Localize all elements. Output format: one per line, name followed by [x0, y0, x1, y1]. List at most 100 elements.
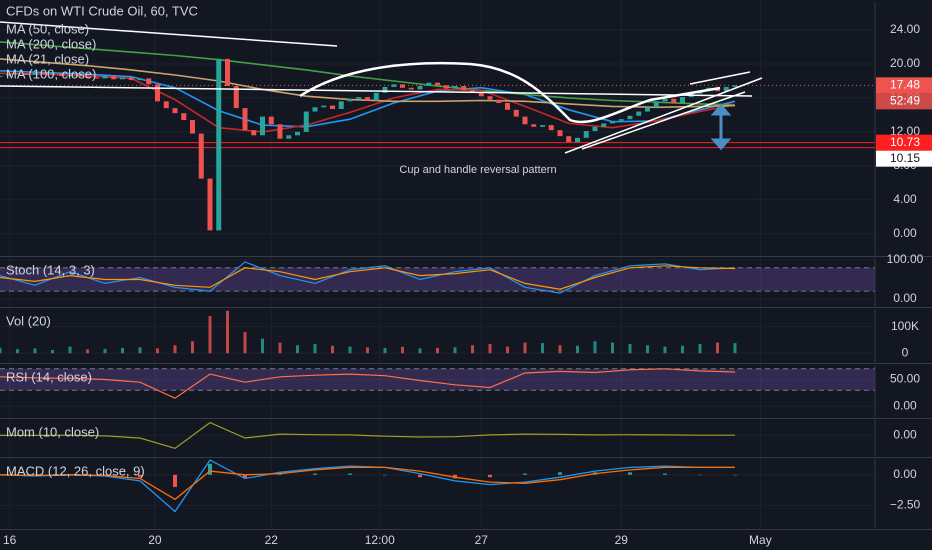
histogram-bar — [733, 474, 737, 476]
pane-title: MACD (12, 26, close, 9) — [6, 463, 145, 478]
y-tick-label: 0.00 — [893, 291, 917, 305]
volume-bar — [51, 349, 54, 354]
candle — [645, 107, 650, 112]
candle — [6, 74, 12, 76]
candle — [303, 111, 309, 132]
y-tick-label: 12.00 — [890, 124, 920, 138]
candle — [732, 85, 738, 87]
candle — [618, 119, 624, 121]
y-tick-label: 100.00 — [887, 252, 924, 266]
legend-entry: MA (50, close) — [6, 21, 89, 36]
candle — [181, 113, 187, 121]
cup-arc — [299, 61, 721, 124]
histogram-bar — [488, 474, 492, 478]
legend-entry: MA (100, close) — [6, 66, 96, 81]
y-tick-label: 0.00 — [893, 428, 917, 442]
band-fill — [0, 368, 875, 391]
arrow-head — [710, 138, 732, 151]
channel-line — [581, 91, 746, 150]
drawings — [0, 21, 763, 154]
candle — [627, 115, 633, 120]
candle — [540, 125, 545, 127]
candle — [111, 75, 117, 80]
candle — [522, 116, 528, 125]
candle — [198, 133, 204, 179]
candle — [23, 73, 29, 76]
volume-bar — [383, 347, 387, 354]
volume-bar — [156, 348, 159, 354]
countdown: 52:49 — [890, 94, 920, 108]
target-arrow — [710, 103, 732, 151]
candle — [680, 97, 685, 104]
candle — [312, 107, 318, 112]
candle — [172, 108, 178, 114]
volume-bar — [541, 343, 544, 354]
candle — [76, 75, 82, 77]
x-tick-label: 12:00 — [365, 533, 395, 547]
volume-bar — [488, 343, 492, 354]
candle — [330, 105, 335, 109]
y-tick-label: −2.50 — [890, 498, 921, 512]
candle — [382, 86, 388, 93]
y-tick-label: 0.00 — [893, 467, 917, 481]
volume-bar — [418, 348, 422, 354]
candle — [137, 78, 143, 81]
candle — [653, 101, 659, 108]
volume-bar — [453, 347, 457, 354]
candle — [400, 84, 405, 88]
macd-line — [0, 466, 735, 501]
legend-entry: MA (200, close) — [6, 36, 96, 51]
x-tick-label: 20 — [148, 533, 162, 547]
volume-bar — [208, 316, 212, 354]
candle — [408, 87, 414, 90]
histogram-bar — [138, 474, 142, 478]
candle — [93, 77, 99, 79]
candle — [636, 111, 642, 116]
histogram-bar — [348, 473, 352, 475]
candle — [601, 123, 607, 127]
handle-line — [689, 71, 751, 85]
volume-bar — [138, 347, 142, 354]
candle — [58, 73, 64, 76]
candle — [583, 131, 589, 138]
volume-bar — [226, 310, 229, 354]
price-tag-label: 17.48 — [890, 78, 920, 92]
volume-bar — [401, 346, 404, 354]
volume-bar — [698, 343, 702, 354]
y-tick-label: 100K — [891, 319, 919, 333]
volume-bar — [716, 342, 719, 354]
candle — [277, 124, 283, 139]
indicator-line — [0, 421, 735, 449]
volume-bar — [296, 345, 299, 354]
candle — [216, 58, 222, 231]
candle — [548, 125, 554, 131]
pane-title: RSI (14, close) — [6, 369, 92, 384]
y-tick-label: 0.00 — [893, 398, 917, 412]
price-tag-label: 10.15 — [890, 151, 920, 165]
indicator-line — [0, 261, 736, 294]
x-tick-label: 29 — [615, 533, 629, 547]
channel-line — [564, 77, 763, 154]
histogram-bar — [383, 474, 387, 476]
volume-bar — [313, 343, 317, 354]
candle — [391, 84, 397, 87]
volume-bar — [261, 338, 264, 354]
volume-bar — [68, 346, 72, 354]
band-fill — [0, 267, 875, 292]
histogram-bar — [628, 472, 632, 475]
volume-bar — [243, 331, 247, 354]
candle — [295, 131, 300, 136]
candle — [338, 101, 344, 109]
volume-bar — [348, 346, 352, 354]
price-tag — [876, 77, 932, 94]
price-tag — [876, 150, 932, 167]
moving-average — [0, 70, 736, 128]
volume-bar — [191, 341, 194, 354]
candle — [225, 58, 230, 87]
volume-bar — [646, 345, 649, 354]
volume-bar — [366, 347, 369, 354]
volume-bar — [593, 341, 597, 354]
candle — [557, 130, 563, 137]
volume-bar — [86, 349, 89, 354]
